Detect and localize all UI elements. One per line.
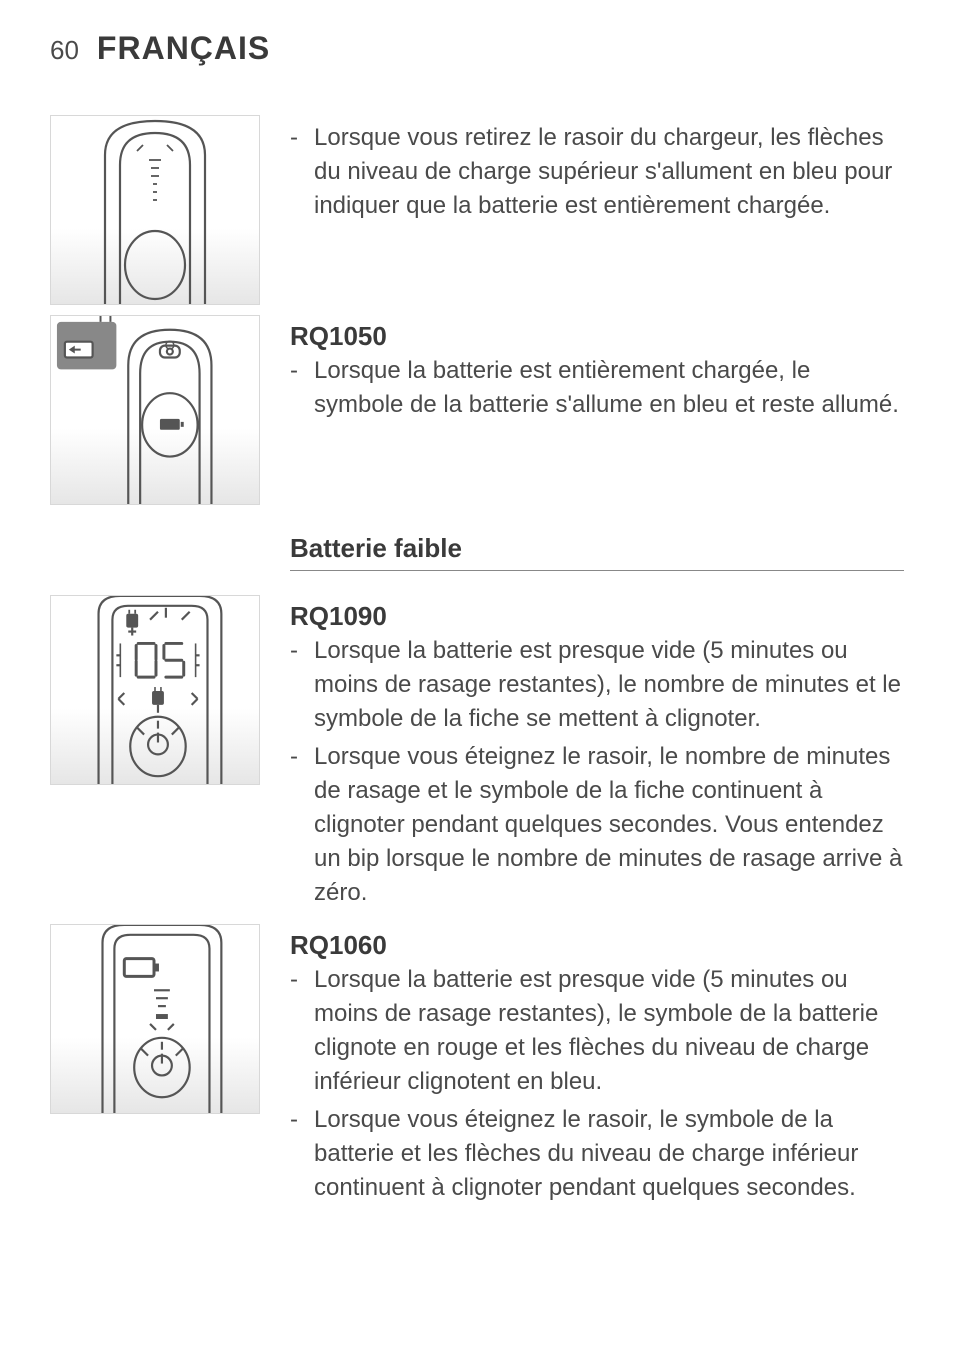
- bullet-dash-icon: -: [290, 740, 304, 910]
- figure-shaver-battery-full: [50, 315, 260, 505]
- bullet-item: - Lorsque vous éteignez le rasoir, le sy…: [290, 1103, 904, 1205]
- bullet-text: Lorsque la batterie est presque vide (5 …: [314, 634, 904, 736]
- bullet-text: Lorsque la batterie est presque vide (5 …: [314, 963, 904, 1099]
- bullet-dash-icon: -: [290, 634, 304, 736]
- row-rq1060: RQ1060 - Lorsque la batterie est presque…: [50, 924, 904, 1209]
- row-rq1090: RQ1090 - Lorsque la batterie est presque…: [50, 595, 904, 914]
- model-heading-rq1050: RQ1050: [290, 321, 904, 352]
- section-heading-low-battery: Batterie faible: [290, 533, 904, 571]
- bullet-dash-icon: -: [290, 121, 304, 223]
- figure-shaver-minutes-display: [50, 595, 260, 785]
- bullet-text: Lorsque vous éteignez le rasoir, le symb…: [314, 1103, 904, 1205]
- page-header: 60 FRANÇAIS: [50, 30, 904, 67]
- bullet-item: - Lorsque la batterie est presque vide (…: [290, 634, 904, 736]
- bullet-item: - Lorsque la batterie est entièrement ch…: [290, 354, 904, 422]
- figure-shaver-battery-low: [50, 924, 260, 1114]
- figure-shaver-charge-arrows: [50, 115, 260, 305]
- bullet-dash-icon: -: [290, 963, 304, 1099]
- bullet-item: - Lorsque vous éteignez le rasoir, le no…: [290, 740, 904, 910]
- bullet-text: Lorsque vous éteignez le rasoir, le nomb…: [314, 740, 904, 910]
- row-rq1050: RQ1050 - Lorsque la batterie est entière…: [50, 315, 904, 505]
- model-heading-rq1060: RQ1060: [290, 930, 904, 961]
- page-number: 60: [50, 35, 79, 66]
- bullet-item: - Lorsque vous retirez le rasoir du char…: [290, 121, 904, 223]
- bullet-text: Lorsque la batterie est entièrement char…: [314, 354, 904, 422]
- bullet-item: - Lorsque la batterie est presque vide (…: [290, 963, 904, 1099]
- row-charge-indicator: - Lorsque vous retirez le rasoir du char…: [50, 115, 904, 305]
- model-heading-rq1090: RQ1090: [290, 601, 904, 632]
- bullet-dash-icon: -: [290, 1103, 304, 1205]
- bullet-dash-icon: -: [290, 354, 304, 422]
- bullet-text: Lorsque vous retirez le rasoir du charge…: [314, 121, 904, 223]
- language-title: FRANÇAIS: [97, 30, 270, 67]
